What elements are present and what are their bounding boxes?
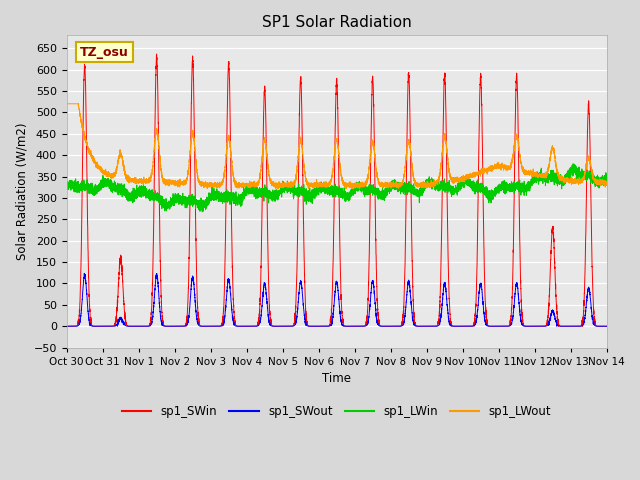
sp1_SWin xyxy=(603,324,611,329)
X-axis label: Time: Time xyxy=(322,372,351,385)
sp1_LWin xyxy=(603,173,611,179)
sp1_SWout xyxy=(553,324,561,329)
sp1_SWin xyxy=(488,324,496,329)
sp1_LWout xyxy=(63,101,70,107)
Line: sp1_SWin: sp1_SWin xyxy=(67,54,607,326)
sp1_LWout xyxy=(412,180,419,186)
sp1_SWin xyxy=(63,324,70,329)
sp1_LWout xyxy=(601,180,609,186)
sp1_LWin xyxy=(569,161,577,167)
sp1_SWout xyxy=(265,318,273,324)
sp1_LWin xyxy=(265,190,273,195)
sp1_LWin xyxy=(63,187,70,192)
sp1_SWout xyxy=(81,270,88,276)
sp1_LWin xyxy=(488,196,495,202)
sp1_SWout xyxy=(412,323,419,329)
sp1_LWout xyxy=(265,168,273,174)
sp1_LWin xyxy=(179,194,186,200)
Legend: sp1_SWin, sp1_SWout, sp1_LWin, sp1_LWout: sp1_SWin, sp1_SWout, sp1_LWin, sp1_LWout xyxy=(117,400,556,423)
sp1_SWout xyxy=(488,324,495,329)
Title: SP1 Solar Radiation: SP1 Solar Radiation xyxy=(262,15,412,30)
sp1_SWout xyxy=(179,324,186,329)
sp1_SWin xyxy=(153,51,161,57)
sp1_LWout xyxy=(603,180,611,186)
sp1_SWin xyxy=(182,324,190,329)
sp1_LWin xyxy=(173,198,180,204)
sp1_SWin xyxy=(601,324,609,329)
sp1_SWin xyxy=(412,321,419,326)
sp1_SWout xyxy=(603,324,611,329)
sp1_LWout xyxy=(274,186,282,192)
sp1_SWout xyxy=(601,324,609,329)
sp1_LWin xyxy=(412,187,419,192)
Y-axis label: Solar Radiation (W/m2): Solar Radiation (W/m2) xyxy=(15,123,28,260)
sp1_SWout xyxy=(173,324,180,329)
sp1_SWin xyxy=(265,291,273,297)
sp1_LWout xyxy=(173,182,180,188)
sp1_LWin xyxy=(601,174,609,180)
sp1_LWin xyxy=(198,209,206,215)
sp1_SWin xyxy=(179,324,186,329)
sp1_LWout xyxy=(179,180,186,185)
Line: sp1_LWin: sp1_LWin xyxy=(67,164,607,212)
Text: TZ_osu: TZ_osu xyxy=(80,46,129,59)
Line: sp1_SWout: sp1_SWout xyxy=(67,273,607,326)
Line: sp1_LWout: sp1_LWout xyxy=(67,104,607,189)
sp1_SWin xyxy=(173,324,180,329)
sp1_LWout xyxy=(488,166,495,172)
sp1_SWout xyxy=(63,324,70,329)
